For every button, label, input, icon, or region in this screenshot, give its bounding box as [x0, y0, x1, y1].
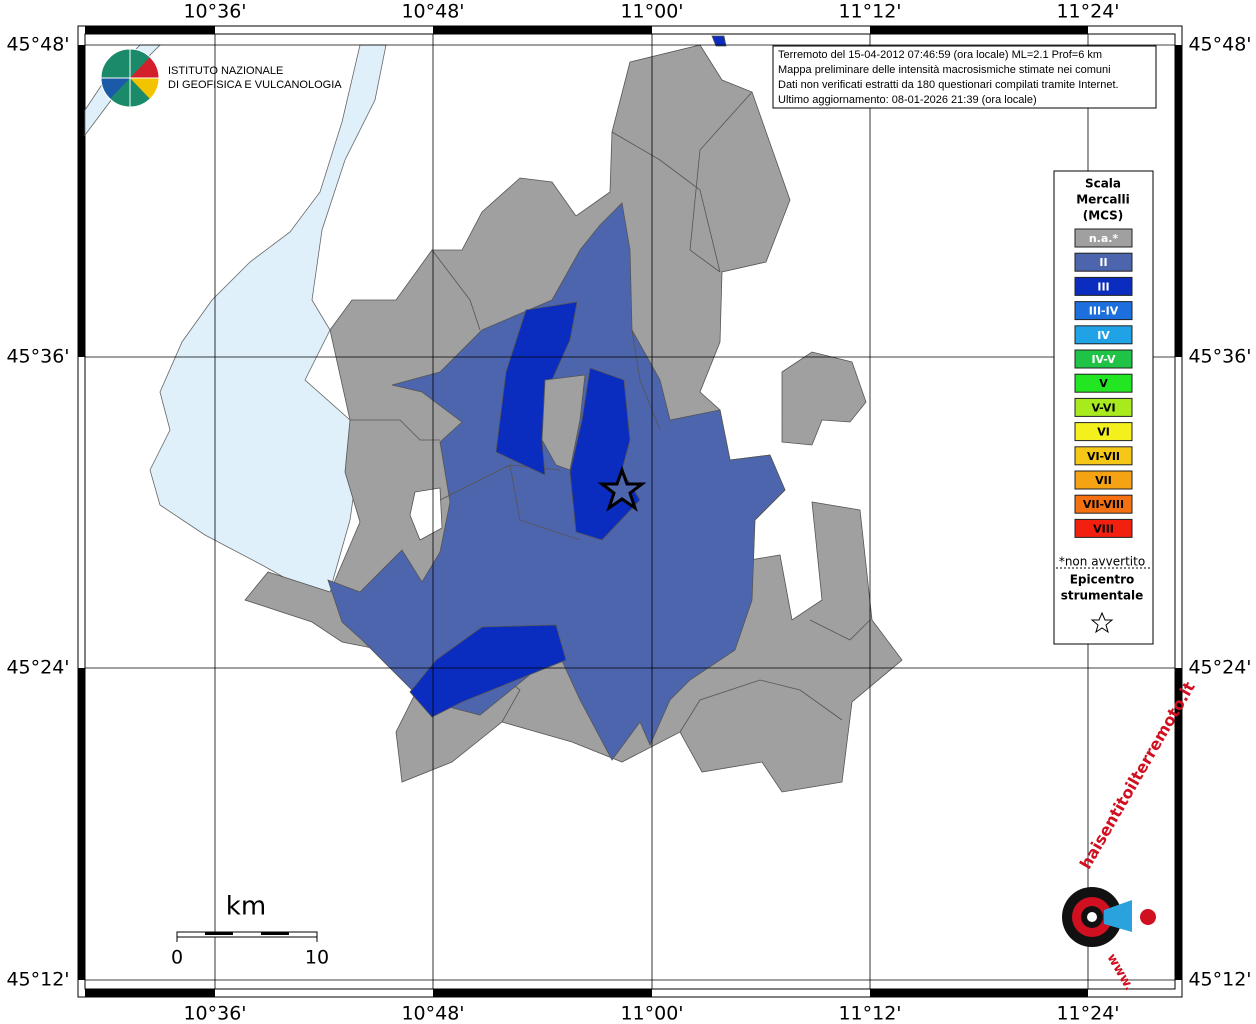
y-tick-label: 45°36': [6, 346, 69, 368]
y-tick-label: 45°24': [6, 657, 69, 679]
legend-label: III-IV: [1089, 305, 1119, 318]
scale-bar: [176, 931, 318, 942]
info-line: Dati non verificati estratti da 180 ques…: [778, 79, 1119, 91]
legend-note: *non avvertito: [1059, 555, 1145, 569]
legend-label: IV-V: [1091, 353, 1116, 366]
legend-swatch: [1074, 494, 1133, 514]
scale-label: 10: [305, 947, 329, 969]
legend-star: [1090, 611, 1114, 634]
legend-epicenter: Epicentro: [1070, 573, 1135, 587]
legend-label: VIII: [1093, 522, 1114, 535]
info-line: Mappa preliminare delle intensità macros…: [778, 64, 1111, 76]
y-tick-label: 45°24': [1188, 657, 1251, 679]
legend-label: n.a.*: [1089, 232, 1119, 245]
x-tick-label: 11°00': [620, 1003, 683, 1024]
y-tick-label: 45°36': [1188, 346, 1251, 368]
legend-swatch: [1074, 373, 1133, 393]
legend-label: VI-VII: [1087, 450, 1120, 463]
hole: [409, 487, 443, 541]
legend-label: VI: [1097, 426, 1110, 439]
scale-unit: km: [226, 892, 266, 922]
logo-text: DI GEOFISICA E VULCANOLOGIA: [168, 79, 342, 91]
y-tick-label: 45°48': [6, 34, 69, 56]
x-tick-label: 11°12': [838, 1, 901, 23]
municipality-na-inner: [541, 374, 586, 471]
legend-epicenter: strumentale: [1061, 589, 1144, 603]
legend-label: II: [1099, 256, 1107, 269]
legend-label: V: [1099, 377, 1108, 390]
x-tick-label: 10°36': [183, 1, 246, 23]
legend-label: IV: [1097, 329, 1110, 342]
watermark-logo: [1062, 887, 1156, 947]
legend-label: VII-VIII: [1083, 498, 1124, 511]
legend-swatch: [1074, 228, 1133, 248]
legend-title: Scala: [1085, 177, 1121, 191]
x-tick-label: 11°24': [1056, 1, 1119, 23]
legend-swatch: [1074, 470, 1133, 490]
info-line: Terremoto del 15-04-2012 07:46:59 (ora l…: [778, 49, 1102, 61]
legend-swatch: [1074, 518, 1133, 538]
x-tick-label: 10°48': [401, 1003, 464, 1024]
legend-label: V-VI: [1091, 401, 1115, 414]
legend-swatch: [1074, 397, 1133, 417]
scale-label: 0: [171, 947, 183, 969]
legend-swatch: [1074, 349, 1133, 369]
legend-label: III: [1097, 280, 1109, 293]
info-box: [772, 45, 1157, 109]
legend-title: Mercalli: [1076, 193, 1130, 207]
frame-bars: [78, 26, 1182, 997]
legend-swatch: [1074, 446, 1133, 466]
legend-swatch: [1074, 252, 1133, 272]
x-tick-label: 11°24': [1056, 1003, 1119, 1024]
x-tick-label: 10°48': [401, 1, 464, 23]
x-tick-label: 11°00': [620, 1, 683, 23]
ingv-logo: [100, 48, 160, 108]
x-tick-label: 11°12': [838, 1003, 901, 1024]
x-tick-label: 10°36': [183, 1003, 246, 1024]
y-tick-label: 45°48': [1188, 34, 1251, 56]
y-tick-label: 45°12': [1188, 969, 1251, 991]
legend-label: VII: [1095, 474, 1112, 487]
y-tick-label: 45°12': [6, 969, 69, 991]
info-line: Ultimo aggiornamento: 08-01-2026 21:39 (…: [778, 94, 1037, 106]
legend-title: (MCS): [1083, 209, 1124, 223]
legend-swatch: [1074, 325, 1133, 345]
legend-swatch: [1074, 301, 1133, 321]
epicenter-star: [597, 465, 647, 512]
legend-swatch: [1074, 422, 1133, 442]
legend-swatch: [1074, 276, 1133, 296]
logo-text: ISTITUTO NAZIONALE: [168, 65, 283, 77]
